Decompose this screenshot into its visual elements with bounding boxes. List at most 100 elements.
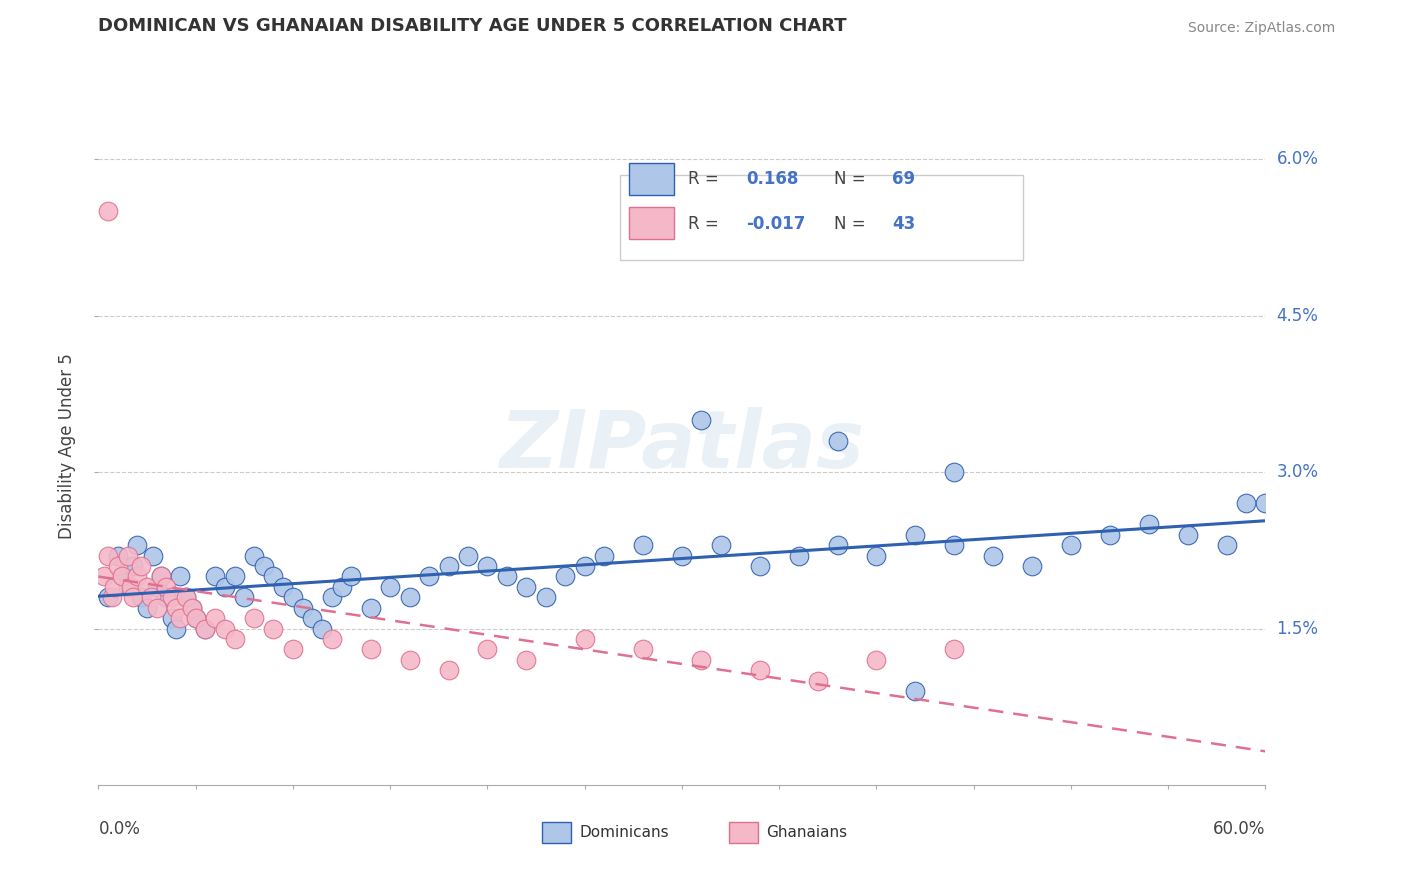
Point bbox=[301, 611, 323, 625]
Point bbox=[1215, 538, 1237, 552]
Point bbox=[204, 569, 226, 583]
Point bbox=[142, 549, 165, 563]
Point bbox=[787, 549, 810, 563]
Text: 0.168: 0.168 bbox=[747, 169, 799, 188]
Point bbox=[477, 558, 499, 573]
Point bbox=[111, 569, 134, 583]
Text: 69: 69 bbox=[891, 169, 915, 188]
Point bbox=[101, 591, 124, 605]
Point bbox=[574, 632, 596, 646]
Point bbox=[262, 569, 284, 583]
Point bbox=[418, 569, 440, 583]
Point bbox=[169, 611, 191, 625]
Point bbox=[262, 622, 284, 636]
Point bbox=[1098, 527, 1121, 541]
Point bbox=[253, 558, 276, 573]
Point bbox=[97, 204, 120, 219]
Point bbox=[224, 569, 246, 583]
Point bbox=[149, 569, 172, 583]
Point bbox=[180, 600, 202, 615]
Point bbox=[554, 569, 576, 583]
Point bbox=[107, 558, 129, 573]
Point bbox=[330, 580, 353, 594]
FancyBboxPatch shape bbox=[728, 822, 758, 843]
Text: 0.0%: 0.0% bbox=[98, 820, 141, 838]
Point bbox=[93, 569, 115, 583]
Point bbox=[477, 642, 499, 657]
Point bbox=[943, 538, 966, 552]
Point bbox=[437, 558, 460, 573]
Point bbox=[224, 632, 246, 646]
Text: R =: R = bbox=[688, 215, 718, 233]
Text: Dominicans: Dominicans bbox=[579, 825, 669, 840]
Point bbox=[710, 538, 733, 552]
Point bbox=[281, 642, 304, 657]
Point bbox=[146, 580, 169, 594]
Point bbox=[398, 653, 420, 667]
Point bbox=[111, 569, 134, 583]
Point bbox=[1021, 558, 1043, 573]
Point bbox=[174, 591, 197, 605]
FancyBboxPatch shape bbox=[541, 822, 571, 843]
Point bbox=[117, 580, 139, 594]
Point bbox=[174, 591, 197, 605]
Point bbox=[865, 653, 887, 667]
Point bbox=[127, 538, 149, 552]
Point bbox=[981, 549, 1004, 563]
Text: 3.0%: 3.0% bbox=[1277, 463, 1319, 481]
Text: Ghanaians: Ghanaians bbox=[766, 825, 846, 840]
Point bbox=[103, 580, 125, 594]
Point bbox=[321, 591, 343, 605]
Point bbox=[534, 591, 557, 605]
Point bbox=[122, 591, 145, 605]
Point bbox=[214, 580, 236, 594]
FancyBboxPatch shape bbox=[620, 175, 1022, 260]
Point bbox=[1177, 527, 1199, 541]
Point bbox=[243, 549, 266, 563]
Point bbox=[194, 622, 217, 636]
Point bbox=[184, 611, 207, 625]
Point bbox=[593, 549, 616, 563]
Point bbox=[1060, 538, 1083, 552]
Text: Source: ZipAtlas.com: Source: ZipAtlas.com bbox=[1188, 21, 1334, 35]
Point bbox=[311, 622, 333, 636]
Point bbox=[631, 538, 654, 552]
Point bbox=[380, 580, 402, 594]
Point bbox=[827, 434, 849, 448]
Point bbox=[943, 465, 966, 479]
Point bbox=[671, 549, 693, 563]
Point bbox=[807, 673, 830, 688]
Text: 43: 43 bbox=[891, 215, 915, 233]
FancyBboxPatch shape bbox=[630, 207, 673, 239]
Point bbox=[162, 591, 184, 605]
Point bbox=[437, 663, 460, 677]
Text: N =: N = bbox=[834, 169, 865, 188]
Point bbox=[184, 611, 207, 625]
Point bbox=[291, 600, 314, 615]
Point bbox=[631, 642, 654, 657]
Point bbox=[340, 569, 363, 583]
Point bbox=[169, 569, 191, 583]
Point bbox=[281, 591, 304, 605]
Point bbox=[97, 591, 120, 605]
Point bbox=[149, 569, 172, 583]
Point bbox=[1137, 517, 1160, 532]
Point bbox=[129, 558, 152, 573]
Text: 6.0%: 6.0% bbox=[1277, 150, 1319, 169]
Text: ZIPatlas: ZIPatlas bbox=[499, 407, 865, 485]
Point bbox=[165, 622, 187, 636]
Point bbox=[271, 580, 294, 594]
Point bbox=[515, 580, 537, 594]
Text: DOMINICAN VS GHANAIAN DISABILITY AGE UNDER 5 CORRELATION CHART: DOMINICAN VS GHANAIAN DISABILITY AGE UND… bbox=[98, 17, 846, 35]
Point bbox=[162, 611, 184, 625]
Point bbox=[214, 622, 236, 636]
Text: -0.017: -0.017 bbox=[747, 215, 806, 233]
Text: 4.5%: 4.5% bbox=[1277, 307, 1319, 325]
Point bbox=[194, 622, 217, 636]
Text: N =: N = bbox=[834, 215, 865, 233]
Point bbox=[1234, 496, 1257, 510]
Point bbox=[690, 653, 713, 667]
Point bbox=[321, 632, 343, 646]
Point bbox=[748, 558, 770, 573]
Point bbox=[904, 684, 927, 698]
